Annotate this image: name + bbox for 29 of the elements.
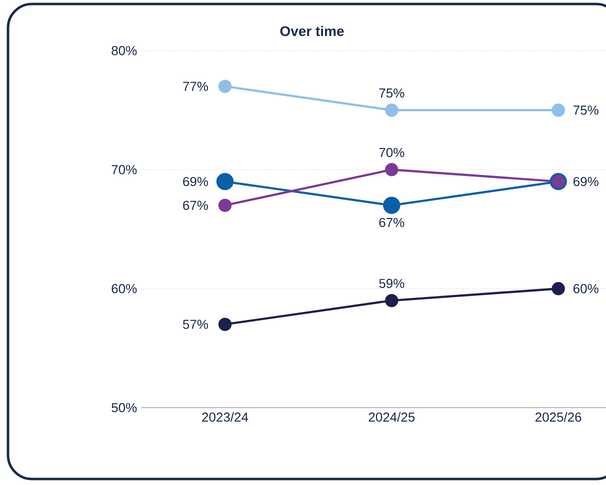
point <box>216 172 234 190</box>
data-label: 57% <box>182 320 208 329</box>
y-tick-label: 70% <box>112 165 137 174</box>
point <box>385 294 398 308</box>
data-label: 75% <box>379 88 404 98</box>
data-label: 70% <box>379 148 404 158</box>
data-label: 69% <box>574 176 598 186</box>
data-label: 77% <box>183 82 208 91</box>
x-tick-label: 2023/24 <box>202 412 248 422</box>
chart-title: Over time <box>280 26 344 36</box>
data-label: 59% <box>379 278 404 288</box>
x-tick-label: 2025/26 <box>535 412 582 422</box>
data-label: 60% <box>574 284 598 294</box>
y-tick-label: 50% <box>112 403 137 412</box>
data-label: 69% <box>183 176 208 186</box>
point <box>383 196 400 214</box>
data-label: 67% <box>183 200 208 210</box>
point <box>218 318 232 331</box>
data-label: 67% <box>379 218 404 228</box>
y-tick-label: 60% <box>112 284 137 294</box>
point <box>552 104 565 117</box>
point <box>218 80 232 93</box>
data-label: 75% <box>574 106 598 115</box>
y-tick-label: 80% <box>112 46 137 56</box>
point <box>552 282 565 296</box>
point <box>218 198 232 212</box>
x-tick-label: 2024/25 <box>368 412 415 422</box>
point <box>385 104 398 117</box>
point <box>385 163 398 176</box>
